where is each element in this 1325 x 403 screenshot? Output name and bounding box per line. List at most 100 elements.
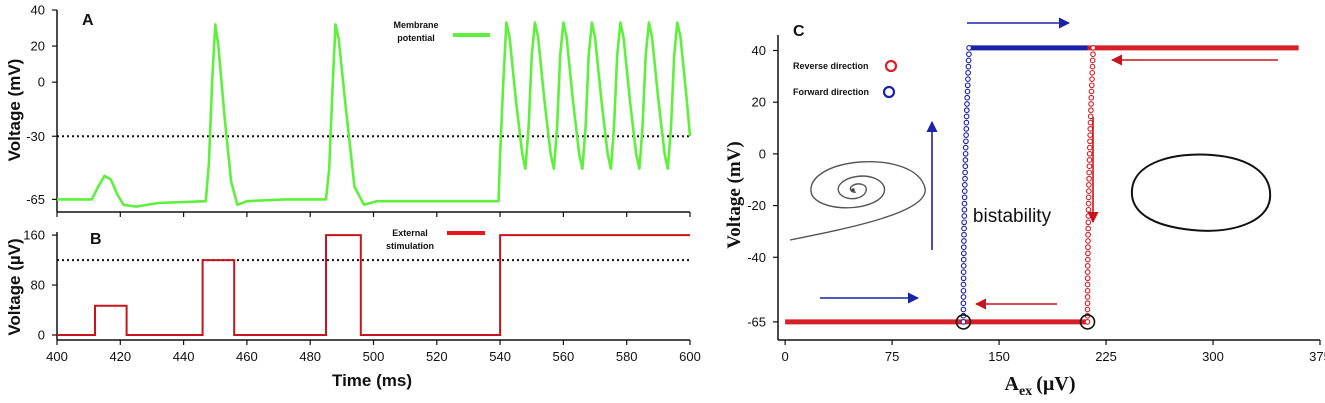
panel-c-letter: C [793, 23, 805, 40]
reverse-transition-point [1084, 319, 1091, 325]
forward-transition-point [960, 244, 967, 251]
reverse-transition-point [1084, 256, 1091, 263]
reverse-transition-point [1084, 294, 1091, 300]
forward-transition-point [964, 94, 971, 101]
reverse-transition-point [1085, 250, 1091, 257]
panel-c-y-tick-label: -40 [747, 250, 766, 265]
forward-transition-point [963, 132, 969, 138]
reverse-transition-point [1089, 57, 1096, 64]
reverse-transition-point [1086, 144, 1093, 151]
reverse-transition-point [1084, 281, 1091, 288]
panel-b-x-label: Time (ms) [332, 371, 412, 390]
reverse-transition-point [1085, 219, 1092, 226]
forward-transition-point [960, 287, 967, 294]
panel-a-letter: A [82, 12, 94, 29]
forward-transition-point [963, 107, 970, 114]
forward-transition-point [961, 188, 968, 194]
forward-transition-point [965, 63, 972, 70]
panel-c-x-tick-label: 75 [885, 349, 899, 364]
reverse-transition-point [1088, 94, 1095, 101]
forward-transition-point [960, 263, 967, 269]
reverse-transition-point [1087, 119, 1094, 126]
panel-c-x-label-sub: ex [1019, 384, 1032, 399]
limit-cycle [1130, 153, 1272, 232]
forward-transition-point [964, 101, 970, 107]
forward-transition-point [961, 200, 968, 207]
reverse-transition-point [1089, 63, 1096, 70]
forward-transition-point [961, 213, 968, 219]
panel-c-x-label: Aex (µV) [1005, 373, 1076, 399]
panel-c-y-label: Voltage (mV) [724, 141, 745, 248]
panel-b-y-label: Voltage (µV) [5, 238, 24, 335]
forward-transition-point [960, 294, 967, 300]
reverse-transition-point [1087, 126, 1094, 132]
panel-c: C 40 20 0 -20 -40 -65 0 75 150 225 300 375 Voltage… [724, 17, 1325, 399]
panel-c-x-tick-label: 0 [782, 349, 789, 364]
reverse-transition-point [1085, 194, 1092, 201]
legend-stimulation-line1: External [392, 228, 428, 238]
panel-a-y-tick-label: 40 [31, 3, 45, 18]
panel-b-y-tick-label: 80 [31, 278, 45, 293]
panel-b-y-tick-label: 160 [23, 228, 45, 243]
forward-transition-point [966, 45, 972, 51]
legend-membrane-line2: potential [397, 33, 435, 43]
panel-c-y-tick-label: 40 [752, 43, 766, 58]
reverse-transition-point [1086, 169, 1093, 176]
reverse-transition-point [1086, 150, 1093, 157]
panel-c-series [785, 45, 1299, 330]
forward-transition-point [964, 88, 971, 95]
reverse-transition-point [1085, 206, 1092, 213]
panel-b-legend: External stimulation [386, 228, 485, 251]
panel-a-legend: Membrane potential [393, 20, 490, 43]
forward-transition-point [960, 300, 967, 307]
forward-transition-point [961, 225, 967, 232]
forward-transition-point [960, 306, 967, 313]
reverse-transition-point [1084, 306, 1091, 313]
forward-transition-point [962, 175, 968, 182]
reverse-transition-point [1088, 101, 1094, 107]
panel-b-x-tick-label: 540 [489, 349, 511, 364]
reverse-transition-point [1085, 231, 1091, 238]
bifurcation-point [1079, 314, 1096, 330]
forward-transition-point [962, 163, 969, 170]
panel-a-y-label: Voltage (mV) [5, 59, 24, 162]
legend-reverse-direction: Reverse direction [793, 61, 869, 71]
panel-c-x-tick-label: 300 [1202, 349, 1224, 364]
forward-transition-point [961, 219, 968, 226]
panel-c-x-tick-label: 375 [1309, 349, 1325, 364]
reverse-transition-point [1087, 113, 1094, 120]
panel-c-y-ticks: 40 20 0 -20 -40 -65 [747, 43, 778, 329]
forward-transition-point [963, 113, 970, 120]
panel-c-y-tick-label: 20 [752, 95, 766, 110]
forward-transition-point [961, 238, 967, 244]
forward-transition-point [963, 138, 969, 145]
forward-transition-point [965, 57, 972, 64]
forward-transition-point [960, 281, 967, 288]
legend-forward-direction: Forward direction [793, 87, 869, 97]
forward-transition-point [960, 319, 967, 325]
panel-c-x-label-unit: (µV) [1036, 373, 1075, 395]
forward-transition-point [965, 69, 971, 76]
legend-stimulation-line2: stimulation [386, 241, 434, 251]
panel-b-x-tick-label: 560 [553, 349, 575, 364]
panel-a-y-tick-label: 20 [31, 39, 45, 54]
panel-c-y-tick-label: -65 [747, 314, 766, 329]
reverse-transition-point [1084, 269, 1091, 275]
panel-b-y-ticks: 160 80 0 [23, 228, 57, 343]
panel-b-x-tick-label: 580 [616, 349, 638, 364]
panel-a: A 40 20 0 -30 -65 Voltage (mV) Membrane pote… [5, 3, 692, 217]
forward-transition-point [960, 275, 967, 282]
forward-transition-point [962, 169, 968, 176]
panel-a-y-tick-label: -65 [26, 192, 45, 207]
panel-c-y-tick-label: -20 [747, 198, 766, 213]
forward-transition-point [966, 51, 972, 58]
forward-transition-point [963, 126, 970, 132]
legend-reverse-marker [884, 59, 898, 73]
reverse-transition-point [1085, 238, 1091, 244]
reverse-transition-point [1086, 175, 1092, 182]
forward-transition-point [961, 231, 967, 238]
spiral-trajectory [789, 161, 926, 241]
reverse-transition-point [1085, 225, 1092, 232]
reverse-transition-point [1090, 45, 1097, 51]
